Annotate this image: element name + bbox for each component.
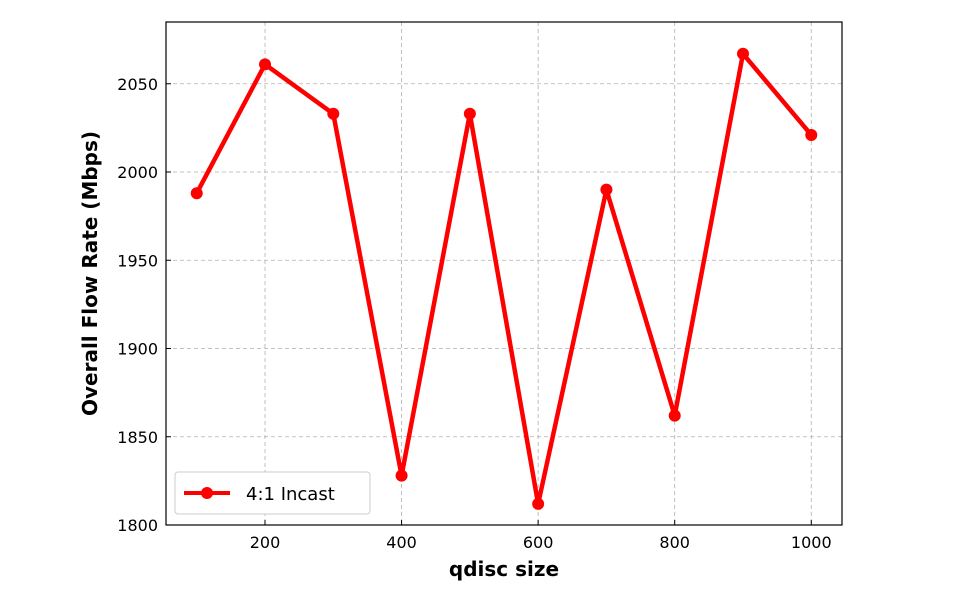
legend-label: 4:1 Incast <box>246 484 335 505</box>
y-tick-label: 1900 <box>117 340 158 359</box>
legend: 4:1 Incast <box>174 471 371 515</box>
x-axis-label: qdisc size <box>449 557 559 581</box>
y-tick-label: 1850 <box>117 428 158 447</box>
x-tick-label: 600 <box>523 533 554 552</box>
y-axis: 1800 1850 1900 1950 2000 2050 <box>117 75 171 535</box>
data-point <box>805 128 818 141</box>
data-point <box>532 497 545 510</box>
grid <box>166 22 842 526</box>
y-axis-label: Overall Flow Rate (Mbps) <box>78 131 102 416</box>
x-tick-label: 800 <box>659 533 690 552</box>
y-tick-label: 1950 <box>117 251 158 270</box>
data-point <box>190 187 203 200</box>
y-tick-label: 2050 <box>117 75 158 94</box>
data-point <box>600 183 613 196</box>
data-point <box>395 469 408 482</box>
x-axis: 200 400 600 800 1000 <box>250 520 832 552</box>
data-point <box>463 107 476 120</box>
plot-frame <box>165 21 843 526</box>
x-tick-label: 400 <box>386 533 417 552</box>
legend-box <box>174 471 371 515</box>
legend-marker <box>201 487 213 499</box>
y-tick-label: 1800 <box>117 516 158 535</box>
data-point <box>327 107 340 120</box>
series-layer <box>190 47 818 510</box>
y-tick-label: 2000 <box>117 163 158 182</box>
x-tick-label: 200 <box>250 533 281 552</box>
series-line <box>194 51 814 507</box>
x-tick-label: 1000 <box>791 533 832 552</box>
data-point <box>736 47 749 60</box>
data-point <box>259 58 272 71</box>
data-point <box>668 409 681 422</box>
